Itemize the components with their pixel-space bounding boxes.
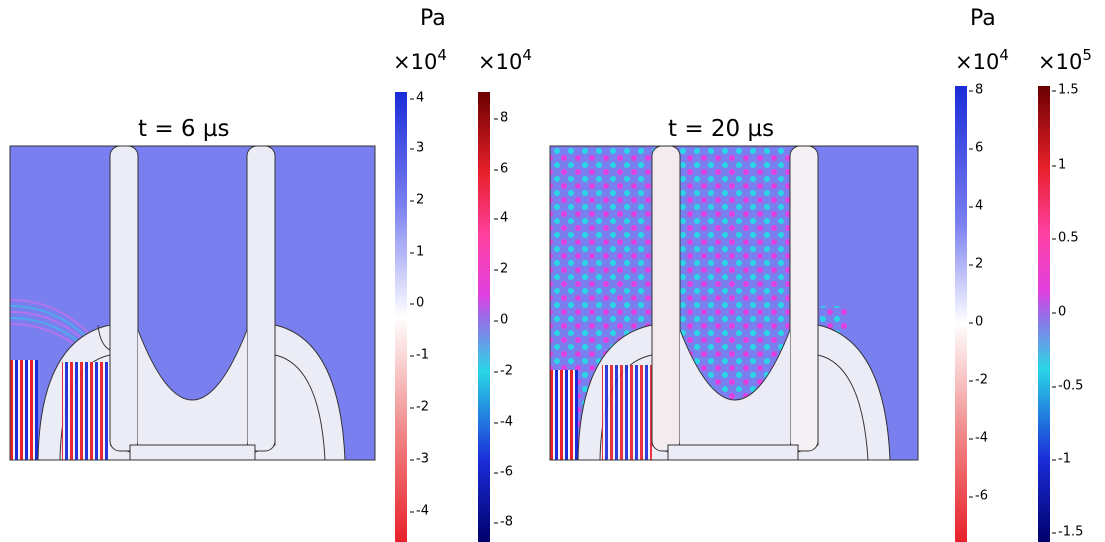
tick-label: 0 (409, 295, 425, 311)
colorbar-scale: ×104 (393, 46, 447, 74)
colorbar-scale: ×104 (478, 46, 532, 74)
tick-label: -4 (969, 430, 988, 446)
tick-label: 4 (409, 90, 425, 106)
plot-t6 (10, 146, 375, 460)
tick-label: 0 (968, 314, 984, 330)
tick-label: -8 (494, 514, 513, 530)
tick-label: 3 (409, 140, 425, 156)
tick-label: 8 (493, 110, 509, 126)
tick-label: 1 (409, 244, 425, 260)
tick-label: 2 (968, 256, 984, 272)
panel-title-20us: t = 20 µs (668, 116, 775, 142)
tick-label: 2 (409, 192, 425, 208)
tick-label: -2 (494, 363, 513, 379)
colorbar-pressure (395, 92, 407, 542)
tick-label: -4 (494, 414, 513, 430)
tick-label: 0.5 (1052, 230, 1079, 246)
tick-label: 2 (493, 261, 509, 277)
tick-label: -1 (410, 347, 429, 363)
tick-label: -2 (969, 372, 988, 388)
colorbar-unit: Pa (970, 6, 996, 31)
colorbar-velocity (478, 92, 490, 542)
tick-label: -1 (1052, 451, 1071, 467)
tick-label: 4 (493, 210, 509, 226)
colorbar-unit: Pa (420, 6, 446, 31)
tick-label: -4 (410, 503, 429, 519)
tick-label: 0 (1051, 304, 1067, 320)
tick-label: 6 (493, 161, 509, 177)
panel-title-6us: t = 6 µs (138, 116, 230, 142)
tick-label: -1.5 (1051, 524, 1084, 540)
colorbar-pressure (955, 86, 967, 542)
colorbar-velocity (1038, 86, 1050, 542)
tick-label: -6 (969, 488, 988, 504)
tick-label: -0.5 (1051, 378, 1084, 394)
tick-label: 1.5 (1052, 82, 1079, 98)
colorbar-scale: ×105 (1038, 46, 1092, 74)
tick-label: 0 (493, 312, 509, 328)
tick-label: -2 (410, 399, 429, 415)
tick-label: 4 (968, 198, 984, 214)
tick-label: 1 (1051, 157, 1067, 173)
tick-label: -6 (494, 464, 513, 480)
colorbar-scale: ×104 (955, 46, 1009, 74)
plot-t20 (550, 146, 918, 460)
tick-label: 6 (968, 140, 984, 156)
tick-label: -3 (410, 451, 429, 467)
tick-label: 8 (968, 82, 984, 98)
